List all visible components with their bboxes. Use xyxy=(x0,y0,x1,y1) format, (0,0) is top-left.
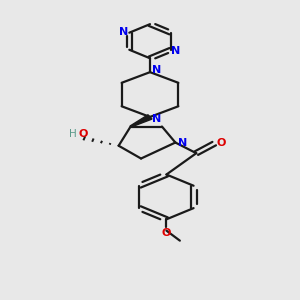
Text: N: N xyxy=(152,65,161,75)
Text: N: N xyxy=(171,46,181,56)
Text: N: N xyxy=(119,27,129,37)
Polygon shape xyxy=(130,115,152,127)
Text: O: O xyxy=(78,129,88,140)
Text: N: N xyxy=(152,114,161,124)
Text: O: O xyxy=(216,137,226,148)
Text: H: H xyxy=(69,129,77,139)
Text: N: N xyxy=(178,137,188,148)
Text: O: O xyxy=(162,228,171,238)
